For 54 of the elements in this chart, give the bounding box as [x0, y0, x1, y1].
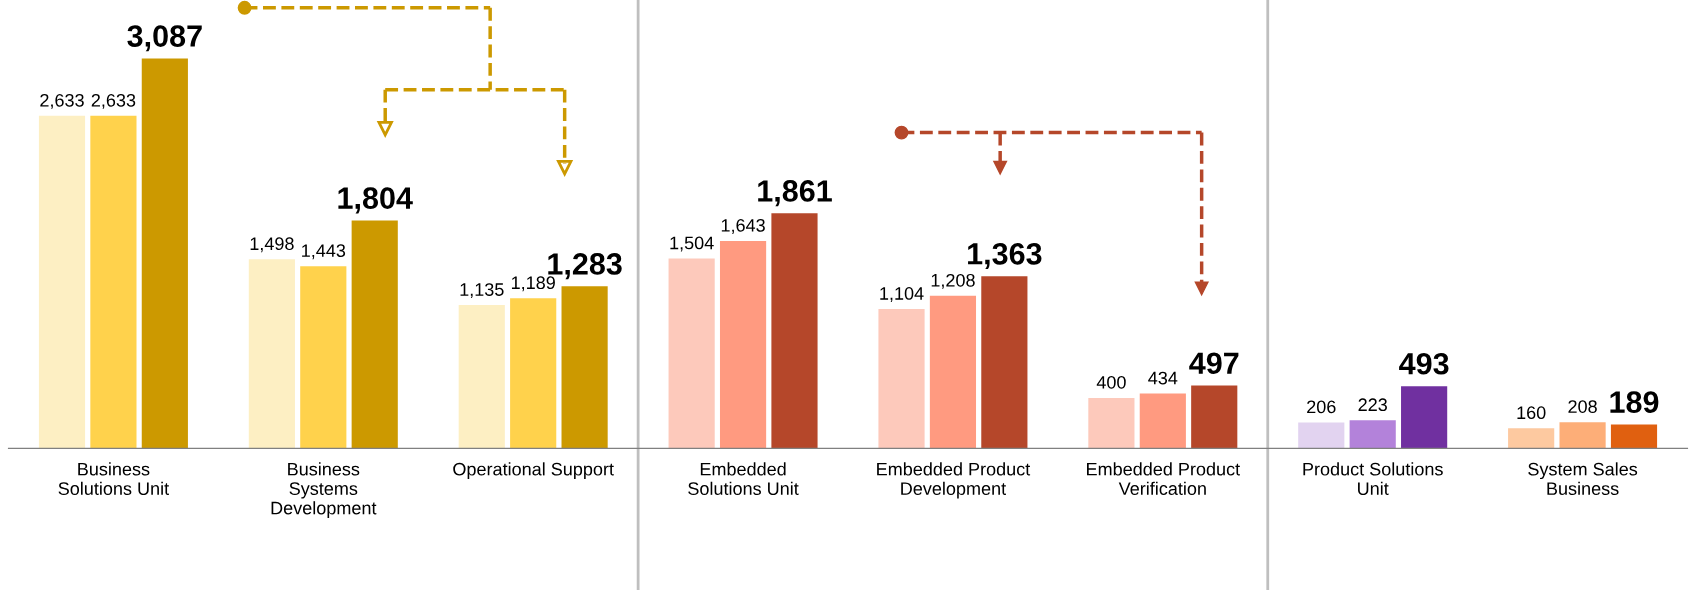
data-label: 1,208 [931, 273, 975, 289]
data-label: 1,504 [670, 236, 714, 252]
bar [878, 308, 925, 449]
bar [300, 266, 347, 449]
bar [1401, 386, 1448, 449]
bar [981, 276, 1028, 449]
data-label: 1,104 [880, 287, 924, 302]
data-label: 493 [1399, 352, 1449, 375]
data-label: 1,804 [338, 187, 413, 214]
x-tick-label: Business Solutions Unit [58, 462, 169, 495]
data-label: 434 [1148, 371, 1178, 385]
bar [719, 240, 767, 449]
bar [90, 115, 137, 449]
x-tick-label: Product Solutions Unit [1303, 462, 1443, 495]
data-label: 3,087 [127, 25, 202, 52]
data-label: 1,643 [721, 218, 765, 234]
bar [1349, 420, 1396, 449]
data-label: 206 [1307, 400, 1336, 414]
x-tick-label: Embedded Product Verification [1087, 462, 1240, 495]
data-label: 223 [1358, 398, 1387, 412]
data-label: 2,633 [40, 93, 84, 109]
data-label: 189 [1610, 391, 1659, 413]
bar [351, 220, 398, 449]
x-tick-label: Operational Support [453, 462, 614, 480]
bar [1559, 422, 1606, 449]
data-label: 400 [1096, 375, 1126, 389]
x-tick-label: System Sales Business [1528, 462, 1638, 495]
data-label: 160 [1517, 406, 1546, 420]
bar [1508, 428, 1555, 449]
x-tick-label: Embedded Product Development [877, 462, 1031, 499]
data-label: 1,498 [250, 237, 294, 253]
data-label: 2,633 [91, 93, 136, 109]
data-label: 1,363 [968, 243, 1042, 270]
bar [1088, 397, 1135, 449]
bar [1191, 385, 1238, 449]
data-label: 1,861 [758, 180, 832, 207]
bar [510, 298, 557, 449]
bar [561, 286, 608, 449]
x-tick-label: Embedded Solutions Unit [688, 462, 799, 495]
data-label: 208 [1568, 400, 1597, 413]
data-label: 1,135 [460, 283, 504, 299]
x-tick-label: Business Systems Development [271, 462, 377, 519]
bar [458, 305, 505, 449]
bar [1298, 422, 1345, 449]
bar [38, 115, 86, 449]
bar [1610, 424, 1658, 449]
bar [1139, 393, 1186, 449]
data-label: 497 [1189, 352, 1239, 375]
bar [929, 295, 977, 449]
bar [771, 213, 818, 449]
bar [141, 58, 188, 449]
data-label: 1,443 [302, 244, 346, 260]
bar [248, 259, 295, 449]
bar [668, 258, 715, 449]
